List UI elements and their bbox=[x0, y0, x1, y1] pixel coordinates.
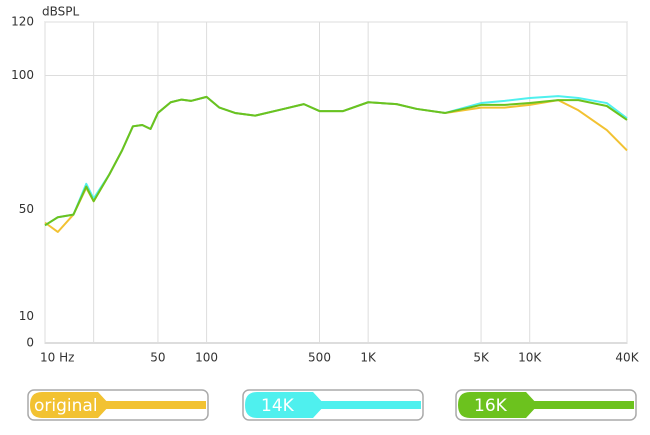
legend-bar bbox=[303, 401, 421, 409]
y-tick-label: 10 bbox=[19, 309, 34, 323]
legend-label: 14K bbox=[261, 396, 295, 416]
x-tick-label: 50 bbox=[150, 351, 165, 365]
legend-bar bbox=[516, 401, 634, 409]
legend-pill bbox=[458, 392, 538, 418]
legend-item: 14K bbox=[242, 389, 424, 421]
x-tick-label: 5K bbox=[473, 351, 490, 365]
legend-pill bbox=[30, 392, 110, 418]
y-tick-label: 100 bbox=[11, 68, 34, 82]
x-tick-label: 1K bbox=[360, 351, 377, 365]
x-tick-label: 500 bbox=[308, 351, 331, 365]
series-line bbox=[44, 95, 628, 227]
y-tick-label: 50 bbox=[19, 202, 34, 216]
legend-label: original bbox=[34, 396, 98, 416]
legend-bar bbox=[88, 401, 206, 409]
x-tick-label: 10K bbox=[518, 351, 542, 365]
series-line bbox=[44, 95, 628, 227]
series-line bbox=[44, 95, 628, 233]
x-tick-label: 100 bbox=[195, 351, 218, 365]
legend-item: 16K bbox=[455, 389, 637, 421]
x-tick-label: 10 Hz bbox=[40, 351, 74, 365]
legend-label: 16K bbox=[474, 396, 508, 416]
y-axis-label: dBSPL bbox=[42, 5, 79, 19]
plot-frame bbox=[44, 21, 628, 344]
legend-item: original bbox=[27, 389, 209, 421]
y-tick-label: 0 bbox=[26, 336, 34, 350]
legend-pill bbox=[245, 392, 325, 418]
y-tick-label: 120 bbox=[11, 15, 34, 29]
x-tick-label: 40K bbox=[615, 351, 639, 365]
